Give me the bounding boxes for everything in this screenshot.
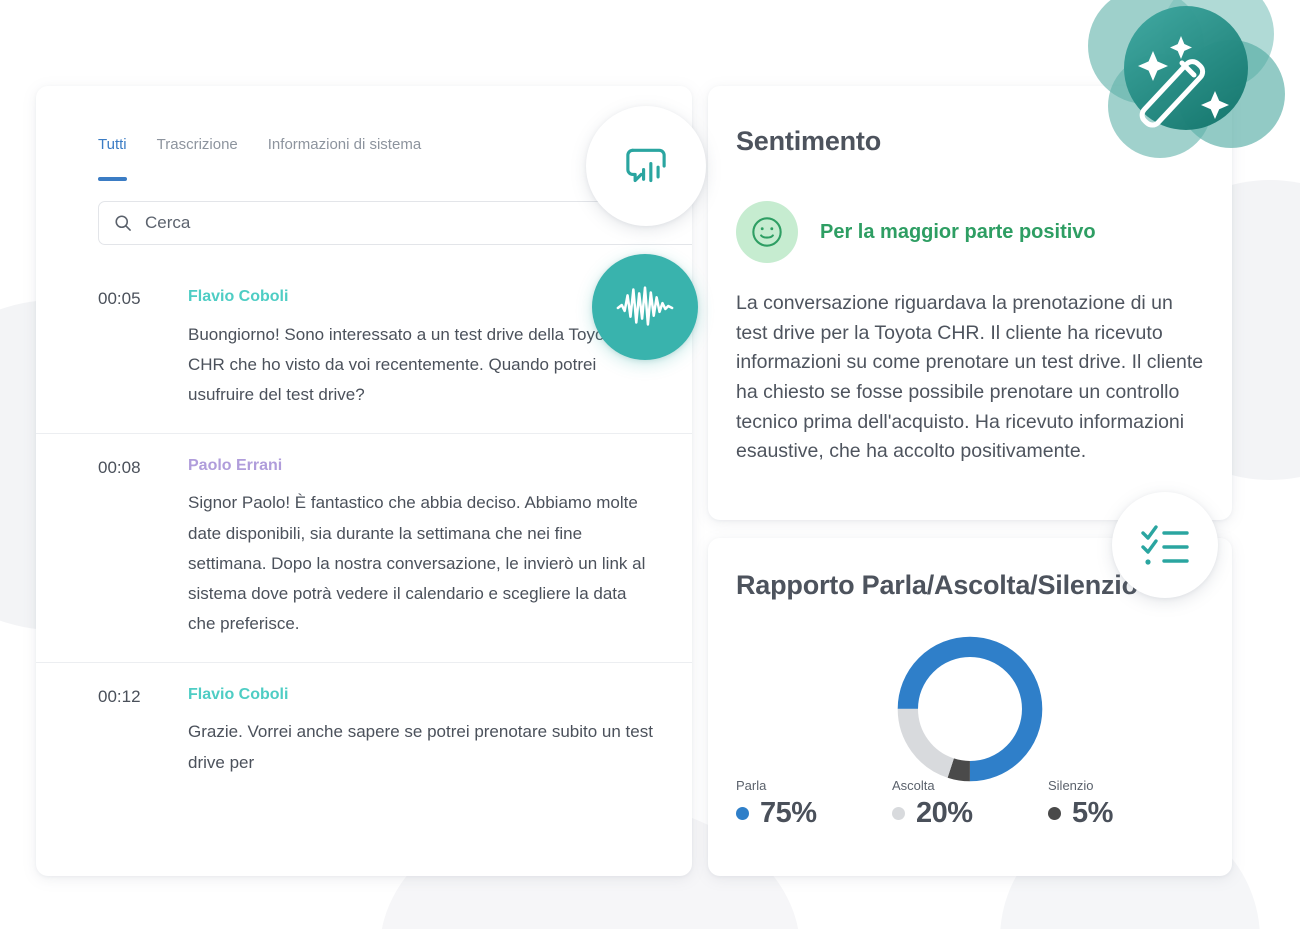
tab-tutti[interactable]: Tutti	[98, 136, 127, 181]
legend-value: 5%	[1072, 797, 1113, 829]
donut-segment-ascolta	[897, 636, 1043, 782]
donut-chart-svg	[897, 636, 1043, 782]
tab-bar: Tutti Trascrizione Informazioni di siste…	[36, 86, 692, 181]
message-timestamp: 00:12	[98, 686, 141, 706]
sentiment-summary-text: La conversazione riguardava la prenotazi…	[736, 292, 1204, 463]
search-icon	[113, 213, 133, 233]
sparkle-icon	[1138, 36, 1229, 119]
page-title: Sentimento	[736, 126, 882, 156]
transcript-message[interactable]: 00:05 Flavio Coboli Buongiorno! Sono int…	[36, 265, 692, 433]
message-timestamp: 00:05	[98, 289, 141, 308]
transcript-message[interactable]: 00:12 Flavio Coboli Grazie. Vorrei anche…	[36, 661, 692, 800]
sentiment-panel: Sentimento Per la maggior parte positivo…	[708, 86, 1232, 520]
audio-waveform-icon	[614, 282, 676, 332]
legend-item-ascolta: Ascolta 20%	[892, 778, 1048, 830]
message-text: Signor Paolo! È fantastico che abbia dec…	[188, 493, 646, 634]
message-timestamp: 00:08	[98, 457, 141, 477]
sentiment-status: Per la maggior parte positivo	[736, 201, 1204, 263]
search-input[interactable]	[145, 202, 692, 244]
message-speaker: Paolo Errani	[188, 456, 283, 474]
transcript-panel: Tutti Trascrizione Informazioni di siste…	[36, 86, 692, 876]
message-body: Paolo Errani Signor Paolo! È fantastico …	[188, 456, 668, 640]
donut-chart	[736, 627, 1204, 791]
legend-value: 20%	[916, 797, 973, 829]
tab-trascrizione[interactable]: Trascrizione	[157, 136, 238, 159]
search-bar[interactable]	[98, 201, 692, 245]
transcript-message-list: 00:05 Flavio Coboli Buongiorno! Sono int…	[36, 265, 692, 800]
magic-wand-badge[interactable]	[1068, 0, 1288, 159]
blob-cluster-svg	[1088, 0, 1285, 158]
transcript-message[interactable]: 00:08 Paolo Errani Signor Paolo! È fanta…	[36, 432, 692, 662]
legend-label: Parla	[736, 778, 767, 793]
legend-item-silenzio: Silenzio 5%	[1048, 778, 1204, 830]
message-speaker: Flavio Coboli	[188, 685, 289, 703]
legend-label: Ascolta	[892, 778, 935, 793]
chart-legend: Parla 75% Ascolta 20% Silenzio 5%	[736, 778, 1204, 830]
magic-wand-sparkles-icon	[1139, 59, 1206, 128]
ratio-title: Rapporto Parla/Ascolta/Silenzio	[736, 570, 1138, 600]
checklist-icon	[1137, 520, 1193, 570]
audio-waveform-button[interactable]	[592, 254, 698, 360]
tab-informazioni-di-sistema[interactable]: Informazioni di sistema	[268, 136, 421, 159]
message-text: Buongiorno! Sono interessato a un test d…	[188, 324, 619, 405]
status-badge	[736, 201, 798, 263]
chat-transcript-button[interactable]	[586, 106, 706, 226]
message-body: Flavio Coboli Buongiorno! Sono interessa…	[188, 287, 668, 411]
tab-label: Trascrizione	[156, 136, 238, 153]
chat-bubble-waveform-icon	[617, 137, 675, 195]
legend-color-dot	[892, 807, 905, 820]
legend-value: 75%	[760, 797, 817, 829]
legend-item-parla: Parla 75%	[736, 778, 892, 830]
legend-color-dot	[1048, 807, 1061, 820]
smiley-face-icon	[749, 214, 785, 250]
message-speaker: Flavio Coboli	[188, 288, 289, 305]
sentiment-label: Per la maggior parte positivo	[820, 220, 1096, 243]
donut-segment-parla	[897, 636, 1043, 782]
tab-label: Tutti	[98, 136, 127, 153]
summary-checklist-button[interactable]	[1112, 492, 1218, 598]
tab-label: Informazioni di sistema	[267, 136, 422, 153]
message-text: Grazie. Vorrei anche sapere se potrei pr…	[188, 722, 653, 772]
legend-color-dot	[736, 807, 749, 820]
message-body: Flavio Coboli Grazie. Vorrei anche saper…	[188, 685, 668, 778]
legend-label: Silenzio	[1048, 778, 1094, 793]
